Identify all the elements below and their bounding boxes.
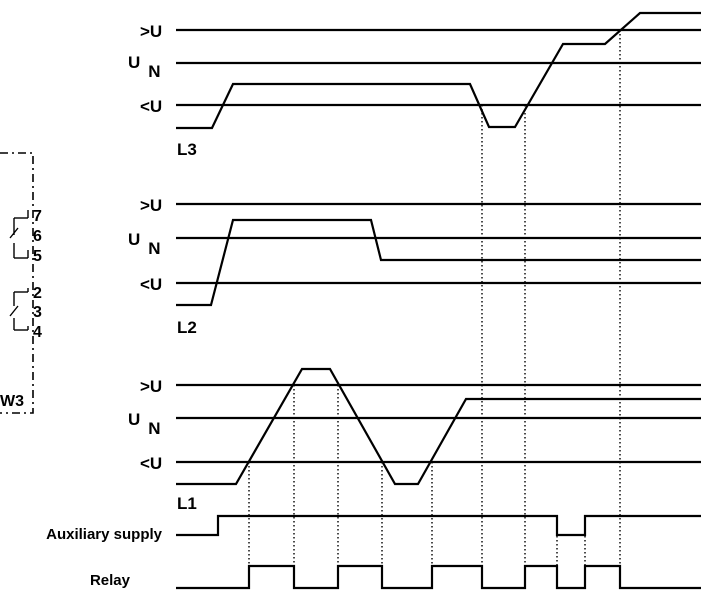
pin-3: 3: [33, 304, 42, 321]
pin-5: 5: [33, 248, 42, 265]
pin-4: 4: [33, 324, 42, 341]
l2-under-label: <U: [140, 275, 162, 294]
auxiliary-supply-label: Auxiliary supply: [46, 526, 163, 543]
pin-7: 7: [33, 208, 42, 225]
relay-trace: [176, 564, 701, 590]
l1-under-label: <U: [140, 454, 162, 473]
l3-voltage-trace: [176, 11, 701, 130]
device-label: W3: [0, 393, 24, 410]
l2-phase-label: L2: [177, 318, 197, 337]
l2-over-label: >U: [140, 196, 162, 215]
pin-2: 2: [33, 285, 42, 302]
device-box-outline: [0, 152, 34, 414]
l1-voltage-trace: [176, 367, 701, 486]
contact-lower: [9, 288, 29, 331]
device-symbol: W3 7 6 5 2 3 4: [0, 152, 42, 414]
l3-under-label: <U: [140, 97, 162, 116]
l1-over-label: >U: [140, 377, 162, 396]
l2-voltage-trace: [176, 218, 701, 307]
auxiliary-supply-trace: [176, 514, 701, 537]
relay-label: Relay: [90, 572, 131, 589]
pin-6: 6: [33, 228, 42, 245]
contact-upper: [9, 210, 29, 259]
timing-guides: [248, 30, 621, 588]
l3-phase-label: L3: [177, 140, 197, 159]
l1-phase-label: L1: [177, 494, 197, 513]
l3-over-label: >U: [140, 22, 162, 41]
